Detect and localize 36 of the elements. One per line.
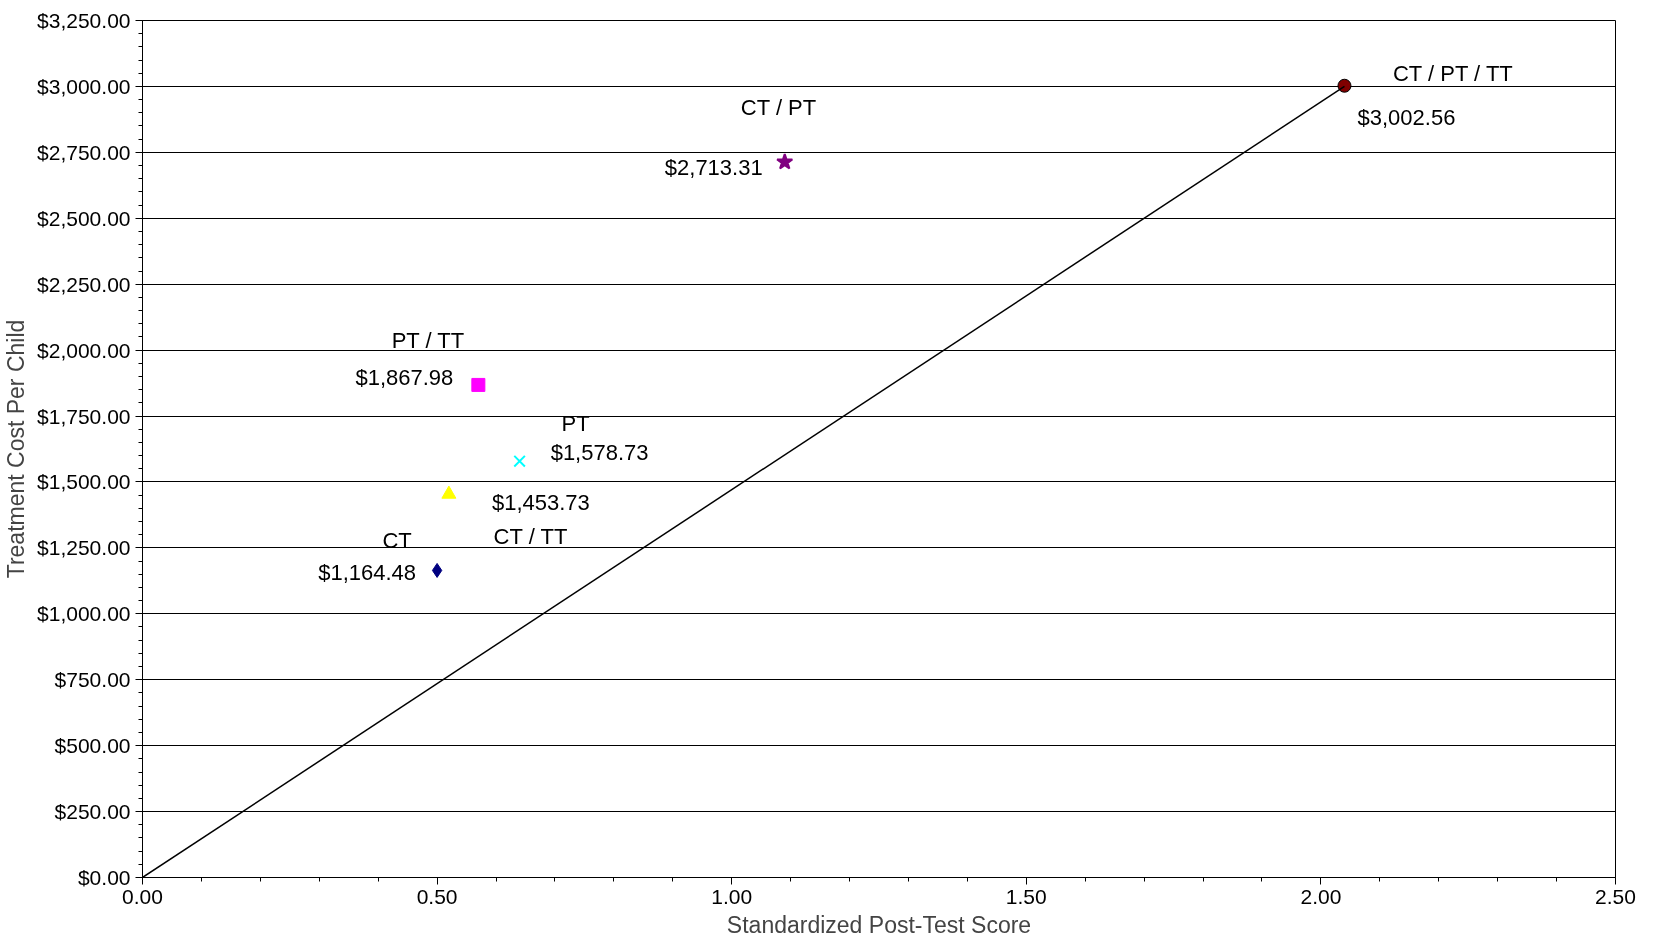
x-tick-label: 1.50 [1005, 884, 1047, 908]
y-axis-title: Treatment Cost Per Child [3, 319, 30, 579]
y-tick-label: $2,000.00 [37, 338, 131, 362]
y-tick-label: $1,750.00 [37, 404, 131, 428]
point [776, 153, 794, 170]
point [1337, 78, 1352, 93]
y-tick-label: $2,250.00 [37, 272, 131, 296]
y-tick-label: $2,500.00 [37, 206, 131, 230]
x-tick-label: 2.50 [1595, 884, 1636, 908]
y-tick-label: $1,250.00 [37, 536, 131, 560]
data-label: $1,164.48 [318, 559, 417, 585]
data-label: $3,002.56 [1357, 105, 1456, 131]
text: CT / TT [493, 523, 568, 549]
point [431, 562, 443, 578]
point [513, 454, 526, 468]
x-tick-label: 2.00 [1300, 884, 1342, 908]
y-tick-label: $1,500.00 [37, 470, 131, 494]
data-label: $1,578.73 [550, 439, 649, 465]
series-label: CT / PT / TT [1392, 61, 1513, 87]
x-tick-label: 0.50 [416, 884, 458, 908]
text: CT / PT [740, 94, 817, 120]
point [441, 485, 457, 499]
y-tick-label: $3,000.00 [37, 74, 131, 98]
point [471, 377, 486, 392]
y-tick-label: $2,750.00 [37, 140, 131, 164]
data-label: $1,453.73 [491, 489, 590, 515]
y-tick-label: $3,250.00 [37, 9, 131, 32]
data-label: $1,867.98 [355, 365, 454, 391]
x-axis-title: Standardized Post-Test Score [726, 911, 1032, 938]
series-label: PT / TT [391, 328, 465, 354]
y-tick-label: $500.00 [54, 734, 131, 758]
y-tick-label: $250.00 [54, 800, 131, 824]
data-label: $2,713.31 [664, 154, 763, 180]
y-tick-label: $1,000.00 [37, 602, 131, 626]
y-tick-label: $750.00 [54, 668, 131, 692]
x-tick-label: 1.00 [711, 884, 753, 908]
